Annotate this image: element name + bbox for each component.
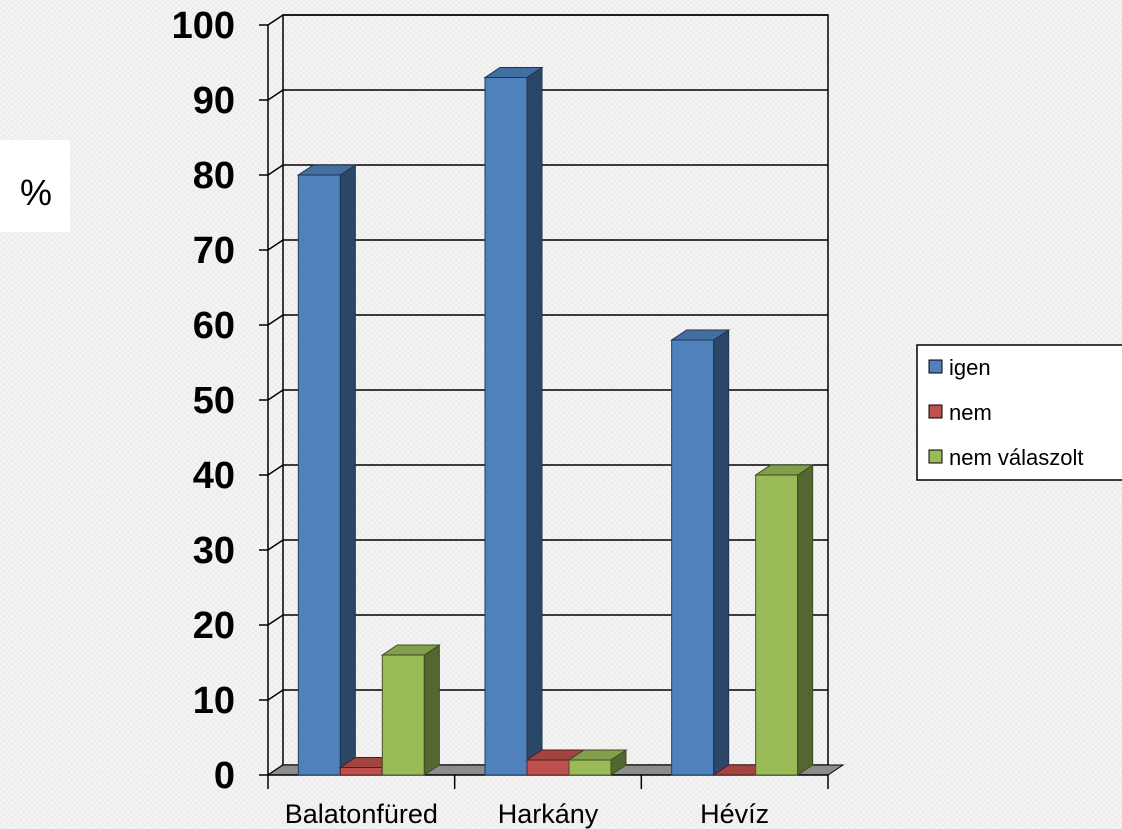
legend-swatch bbox=[928, 359, 943, 374]
y-tick-label: 90 bbox=[193, 80, 235, 122]
y-tick-label: 10 bbox=[193, 680, 235, 722]
y-tick-label: 0 bbox=[214, 755, 235, 797]
x-category-label: Harkány bbox=[498, 799, 599, 829]
bar-front bbox=[297, 174, 341, 776]
legend-label: nem bbox=[949, 400, 992, 425]
y-tick-label: 80 bbox=[193, 155, 235, 197]
legend: igen nem nem válaszolt bbox=[916, 344, 1122, 481]
legend-swatch bbox=[928, 404, 943, 419]
bar-side bbox=[797, 464, 814, 776]
bar-side bbox=[713, 329, 730, 776]
legend-item-nem-válaszolt: nem válaszolt bbox=[928, 445, 1084, 470]
bar-front bbox=[671, 339, 715, 776]
bar-side bbox=[526, 66, 543, 776]
side-gridline bbox=[267, 164, 284, 176]
bar-front bbox=[339, 767, 383, 776]
bar-top bbox=[296, 164, 357, 176]
y-tick-label: 30 bbox=[193, 530, 235, 572]
y-tick-label: 20 bbox=[193, 605, 235, 647]
bar-igen-1 bbox=[483, 66, 544, 776]
legend-label: igen bbox=[949, 355, 991, 380]
bar-nem-válaszolt-1 bbox=[567, 749, 628, 776]
side-gridline bbox=[267, 614, 284, 626]
side-gridline bbox=[267, 314, 284, 326]
y-tick-labels: 0 10 20 30 40 50 60 70 80 90 100 bbox=[172, 5, 235, 797]
bar-side bbox=[423, 644, 440, 776]
bar-front bbox=[568, 759, 612, 776]
side-gridline bbox=[267, 389, 284, 401]
side-gridline bbox=[267, 239, 284, 251]
x-category-label: Hévíz bbox=[700, 799, 769, 829]
side-gridline bbox=[267, 689, 284, 701]
legend-item-igen: igen bbox=[928, 355, 991, 380]
y-axis-unit-label: % bbox=[20, 172, 52, 213]
bar-top bbox=[380, 644, 441, 656]
bar-igen-2 bbox=[670, 329, 731, 776]
x-category-label: Balatonfüred bbox=[285, 799, 438, 829]
bar-top bbox=[670, 329, 731, 341]
bar-top bbox=[483, 67, 544, 78]
bar-side bbox=[339, 164, 356, 776]
unit-label-bg bbox=[0, 140, 70, 232]
y-tick-label: 70 bbox=[193, 230, 235, 272]
y-tick-label: 60 bbox=[193, 305, 235, 347]
bar-front bbox=[526, 759, 570, 776]
bar-front bbox=[381, 654, 425, 776]
legend-swatch bbox=[928, 449, 943, 464]
legend-label: nem válaszolt bbox=[949, 445, 1084, 470]
bars bbox=[296, 66, 815, 776]
x-category-labels: Balatonfüred Harkány Hévíz bbox=[285, 799, 769, 829]
bar-front bbox=[484, 77, 528, 776]
side-gridline bbox=[267, 539, 284, 551]
legend-item-nem: nem bbox=[928, 400, 992, 425]
y-tick-label: 50 bbox=[193, 380, 235, 422]
y-tick-label: 100 bbox=[172, 5, 235, 47]
bar-top bbox=[567, 749, 628, 761]
y-tick-label: 40 bbox=[193, 455, 235, 497]
side-gridline bbox=[267, 89, 284, 101]
side-gridline bbox=[267, 14, 284, 26]
bar-nem-válaszolt-0 bbox=[380, 644, 441, 776]
side-gridline bbox=[267, 464, 284, 476]
bar-nem-válaszolt-2 bbox=[754, 464, 815, 776]
bar-top bbox=[754, 464, 815, 476]
legend-box bbox=[916, 344, 1122, 481]
bar-front bbox=[755, 474, 799, 776]
bar-igen-0 bbox=[296, 164, 357, 776]
